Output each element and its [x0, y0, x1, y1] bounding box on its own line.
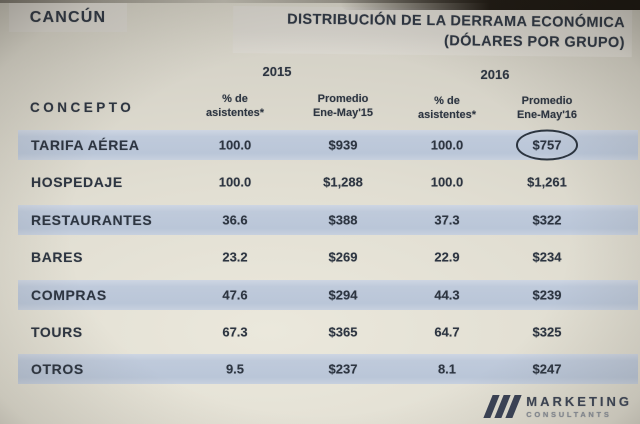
- avg-2016-value: $247: [497, 362, 597, 377]
- pct-2015-value: 9.5: [225, 361, 245, 377]
- row-label: HOSPEDAJE: [31, 174, 123, 191]
- avg-2016-value: $325: [497, 325, 597, 340]
- marketing-consultants-logo: MARKETING CONSULTANTS: [483, 394, 632, 419]
- header-avg-2016: Promedio Ene-May'16: [492, 94, 602, 123]
- avg-2015-value: $388: [328, 212, 358, 228]
- avg-2016-value: $1,261: [497, 175, 597, 190]
- pct-2016-value: 100.0: [430, 174, 464, 190]
- avg-2015-value: $294: [328, 287, 358, 303]
- header-avg-2015-line2: Ene-May'15: [312, 107, 374, 120]
- avg-2016-value: $234: [497, 250, 597, 265]
- header-pct-2016: % de asistentes*: [392, 94, 502, 123]
- pct-2016-value: 37.3: [434, 212, 460, 228]
- avg-2016-value-text: $247: [532, 361, 562, 377]
- header-pct-2016-line1: % de: [434, 95, 460, 107]
- avg-2015-value: $269: [328, 249, 358, 265]
- year-group-2016: 2016: [480, 67, 510, 82]
- row-label: TOURS: [31, 324, 83, 340]
- logo-subname: CONSULTANTS: [526, 410, 612, 419]
- header-avg-2015: Promedio Ene-May'15: [288, 92, 398, 121]
- pct-2016-value: 22.9: [434, 249, 460, 265]
- photo-top-edge: [0, 0, 640, 3]
- table-row: HOSPEDAJE 100.0 $1,288 100.0 $1,261: [18, 167, 638, 197]
- table-row: BARES 23.2 $269 22.9 $234: [18, 242, 638, 272]
- table-row: TARIFA AÉREA 100.0 $939 100.0 $757: [18, 129, 638, 161]
- table-row: OTROS 9.5 $237 8.1 $247: [18, 354, 638, 385]
- row-label: COMPRAS: [31, 286, 107, 303]
- avg-2016-value-text: $757: [515, 129, 579, 161]
- table-row: TOURS 67.3 $365 64.7 $325: [18, 317, 638, 347]
- avg-2016-value-text: $325: [532, 324, 562, 340]
- pct-2015-value: 36.6: [222, 212, 248, 228]
- row-label: TARIFA AÉREA: [31, 137, 140, 153]
- header-pct-2015: % de asistentes*: [180, 92, 290, 121]
- row-label: BARES: [31, 249, 84, 266]
- table-row: COMPRAS 47.6 $294 44.3 $239: [18, 279, 638, 310]
- avg-2015-value: $365: [328, 324, 358, 340]
- header-pct-2015-line2: asistentes*: [205, 107, 265, 120]
- pct-2016-value: 100.0: [430, 137, 464, 153]
- avg-2016-value: $239: [497, 287, 597, 302]
- header-pct-2015-line1: % de: [222, 93, 248, 105]
- pct-2015-value: 23.2: [222, 249, 248, 265]
- header-avg-2016-line2: Ene-May'16: [516, 109, 578, 122]
- avg-2015-value: $939: [328, 137, 358, 153]
- row-label: RESTAURANTES: [31, 211, 153, 228]
- logo-bars-icon: [483, 395, 522, 418]
- avg-2016-value: $757: [497, 129, 597, 161]
- year-group-2015: 2015: [262, 64, 292, 79]
- avg-2016-value-text: $239: [532, 287, 562, 303]
- concept-column-header: CONCEPTO: [30, 100, 135, 115]
- table-row: RESTAURANTES 36.6 $388 37.3 $322: [18, 204, 638, 235]
- header-avg-2015-line1: Promedio: [317, 93, 369, 105]
- avg-2016-value-text: $234: [532, 249, 562, 265]
- photo-top-right-edge: [340, 0, 640, 10]
- header-pct-2016-line2: asistentes*: [417, 109, 477, 122]
- pct-2015-value: 47.6: [222, 287, 248, 303]
- title-band: DISTRIBUCIÓN DE LA DERRAMA ECONÓMICA (DÓ…: [232, 6, 633, 58]
- location-band: CANCÚN: [9, 3, 127, 32]
- header-avg-2016-line1: Promedio: [521, 95, 573, 107]
- logo-name: MARKETING: [526, 394, 632, 409]
- avg-2016-value-text: $1,261: [527, 174, 567, 190]
- avg-2015-value: $1,288: [323, 174, 363, 190]
- pct-2016-value: 8.1: [437, 361, 457, 377]
- pct-2015-value: 67.3: [222, 324, 248, 340]
- pct-2015-value: 100.0: [218, 137, 252, 153]
- row-label: OTROS: [31, 361, 84, 378]
- slide-title-line2: (DÓLARES POR GRUPO): [443, 33, 625, 52]
- pct-2016-value: 44.3: [434, 287, 460, 303]
- logo-text: MARKETING CONSULTANTS: [526, 394, 632, 419]
- location-label: CANCÚN: [29, 8, 107, 26]
- pct-2016-value: 64.7: [434, 324, 460, 340]
- pct-2015-value: 100.0: [218, 174, 252, 190]
- avg-2016-value: $322: [497, 212, 597, 227]
- avg-2015-value: $237: [328, 361, 358, 377]
- avg-2016-value-text: $322: [532, 212, 562, 228]
